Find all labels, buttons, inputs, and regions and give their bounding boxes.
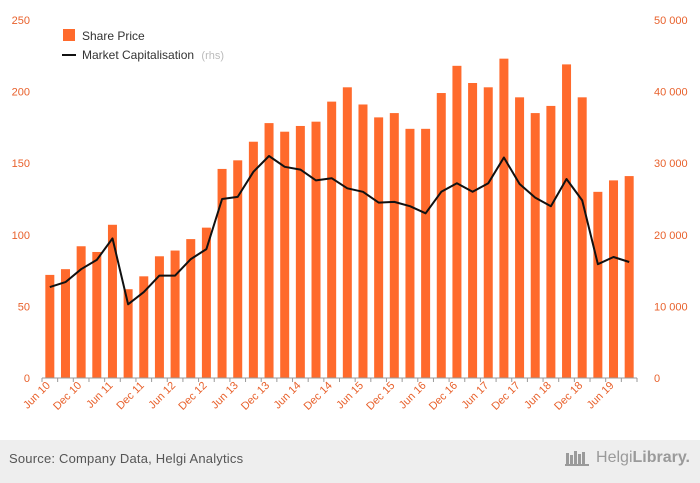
right-tick-label: 20 000	[654, 230, 688, 242]
share-price-bar	[577, 97, 587, 378]
chart: 0 50 100 150 200 250 0 10 000 20 000 30 000 40 00…	[12, 15, 688, 413]
share-price-bar	[170, 250, 180, 378]
x-tick-label: Dec 16	[427, 380, 460, 413]
share-price-bar	[280, 131, 290, 378]
x-tick-label: Dec 15	[364, 380, 397, 413]
share-price-bar	[405, 128, 415, 378]
share-price-bar	[92, 251, 102, 378]
share-price-bar	[483, 87, 493, 378]
footer: Source: Company Data, Helgi Analytics He…	[0, 440, 700, 483]
right-tick-label: 10 000	[654, 301, 688, 313]
share-price-bar	[593, 191, 603, 378]
share-price-bar	[609, 180, 619, 378]
share-price-bar	[468, 83, 478, 379]
x-tick-label: Jun 17	[460, 380, 492, 412]
x-tick-label: Jun 15	[334, 380, 366, 412]
x-tick-label: Dec 18	[552, 380, 585, 413]
x-tick-label: Dec 17	[490, 380, 523, 413]
share-price-bars	[45, 58, 634, 379]
share-price-bar	[530, 113, 540, 378]
share-price-bar	[123, 289, 133, 378]
left-tick-label: 150	[12, 158, 30, 170]
share-price-bar	[233, 160, 243, 378]
x-tick-label: Jun 19	[585, 380, 617, 412]
brand-name-bold: Library.	[632, 449, 691, 466]
legend-swatch-share-price	[63, 29, 75, 41]
legend-label-share-price: Share Price	[82, 29, 145, 43]
legend: Share Price Market Capitalisation (rhs)	[62, 29, 224, 62]
x-tick-label: Jun 14	[272, 380, 304, 412]
share-price-bar	[139, 276, 149, 378]
right-tick-label: 40 000	[654, 87, 688, 99]
share-price-bar	[374, 117, 384, 378]
share-price-bar	[342, 87, 352, 378]
x-tick-label: Dec 12	[176, 380, 209, 413]
market-cap-line	[49, 155, 630, 306]
x-tick-label: Dec 10	[51, 380, 84, 413]
x-tick-label: Jun 18	[522, 380, 554, 412]
market-cap-polyline	[49, 155, 630, 306]
share-price-bar	[327, 101, 337, 379]
share-price-bar	[186, 239, 196, 378]
share-price-bar	[436, 93, 446, 379]
share-price-bar	[546, 105, 556, 379]
share-price-bar	[201, 227, 211, 378]
right-tick-label: 0	[654, 373, 660, 385]
share-price-bar	[217, 168, 227, 378]
brand-name: HelgiLibrary.	[596, 449, 690, 467]
x-tick-label: Jun 11	[84, 380, 115, 411]
source-note: Source: Company Data, Helgi Analytics	[9, 451, 244, 466]
left-tick-label: 50	[18, 301, 30, 313]
share-price-bar	[154, 256, 164, 378]
share-price-bar	[76, 246, 86, 378]
left-axis: 0 50 100 150 200 250	[12, 15, 30, 385]
share-price-bar	[60, 269, 70, 378]
share-price-bar	[264, 123, 274, 378]
share-price-bar	[515, 97, 525, 378]
right-tick-label: 30 000	[654, 158, 688, 170]
x-tick-label: Jun 16	[397, 380, 429, 412]
share-price-bar	[311, 121, 321, 378]
library-icon	[565, 451, 590, 466]
legend-label-market-cap: Market Capitalisation (rhs)	[82, 48, 224, 62]
left-tick-label: 100	[12, 230, 30, 242]
share-price-bar	[562, 64, 572, 378]
x-tick-label: Jun 13	[209, 380, 241, 412]
brand-name-light: Helgi	[596, 449, 633, 466]
right-axis: 0 10 000 20 000 30 000 40 000 50 000	[654, 15, 688, 385]
legend-label-market-cap-suffix: (rhs)	[201, 50, 224, 62]
left-tick-label: 200	[12, 87, 30, 99]
x-tick-label: Jun 12	[146, 380, 178, 412]
share-price-bar	[389, 113, 399, 378]
x-tick-label: Dec 14	[302, 380, 335, 413]
legend-label-market-cap-name: Market Capitalisation	[82, 48, 194, 62]
share-price-bar	[295, 125, 305, 378]
share-price-bar	[45, 274, 55, 378]
left-tick-label: 0	[24, 373, 30, 385]
share-price-bar	[624, 176, 634, 378]
share-price-bar	[248, 141, 258, 378]
share-price-bar	[358, 104, 368, 378]
share-price-bar	[107, 224, 117, 378]
share-price-bar	[421, 128, 431, 378]
left-tick-label: 250	[12, 15, 30, 27]
share-price-bar	[452, 65, 462, 378]
right-tick-label: 50 000	[654, 15, 688, 27]
x-tick-label: Dec 13	[239, 380, 272, 413]
share-price-bar	[499, 58, 509, 378]
brand-logo: HelgiLibrary.	[564, 449, 690, 467]
x-tick-label: Dec 11	[114, 380, 147, 413]
